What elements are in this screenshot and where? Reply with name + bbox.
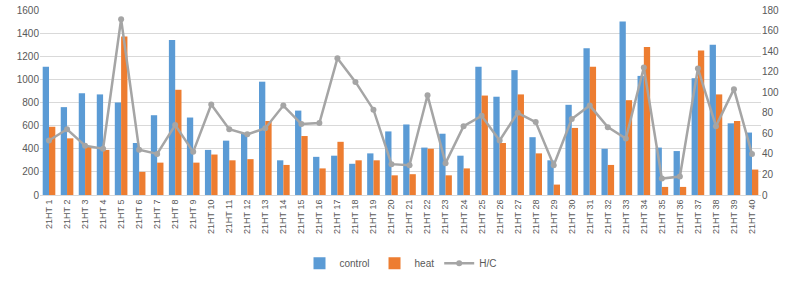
svg-text:21HT 12: 21HT 12 — [242, 200, 252, 234]
svg-text:21HT 14: 21HT 14 — [278, 200, 288, 234]
svg-text:21HT 5: 21HT 5 — [116, 200, 126, 229]
svg-text:60: 60 — [762, 128, 774, 139]
svg-text:heat: heat — [415, 258, 435, 269]
svg-text:21HT 15: 21HT 15 — [296, 200, 306, 234]
svg-text:1000: 1000 — [17, 74, 40, 85]
svg-text:21HT 40: 21HT 40 — [747, 200, 757, 234]
svg-text:21HT 8: 21HT 8 — [170, 200, 180, 229]
svg-text:21HT 19: 21HT 19 — [368, 200, 378, 234]
svg-text:21HT 17: 21HT 17 — [332, 200, 342, 234]
svg-text:21HT 11: 21HT 11 — [224, 200, 234, 234]
svg-text:180: 180 — [762, 5, 779, 16]
svg-text:21HT 28: 21HT 28 — [531, 200, 541, 234]
svg-text:21HT 36: 21HT 36 — [675, 200, 685, 234]
svg-text:200: 200 — [22, 166, 39, 177]
svg-text:21HT 38: 21HT 38 — [711, 200, 721, 234]
svg-text:160: 160 — [762, 25, 779, 36]
svg-text:120: 120 — [762, 66, 779, 77]
svg-text:21HT 26: 21HT 26 — [495, 200, 505, 234]
svg-text:21HT 30: 21HT 30 — [567, 200, 577, 234]
svg-text:0: 0 — [33, 190, 39, 201]
svg-text:100: 100 — [762, 87, 779, 98]
svg-text:21HT 31: 21HT 31 — [585, 200, 595, 234]
svg-text:140: 140 — [762, 46, 779, 57]
svg-text:21HT 13: 21HT 13 — [260, 200, 270, 234]
svg-text:21HT 3: 21HT 3 — [80, 200, 90, 229]
svg-text:21HT 35: 21HT 35 — [657, 200, 667, 234]
svg-text:20: 20 — [762, 169, 774, 180]
svg-text:21HT 7: 21HT 7 — [152, 200, 162, 229]
svg-text:21HT 25: 21HT 25 — [477, 200, 487, 234]
svg-text:1200: 1200 — [17, 51, 40, 62]
svg-text:21HT 34: 21HT 34 — [639, 200, 649, 234]
svg-text:H/C: H/C — [479, 258, 496, 269]
svg-text:21HT 2: 21HT 2 — [62, 200, 72, 229]
svg-text:400: 400 — [22, 143, 39, 154]
svg-text:21HT 20: 21HT 20 — [386, 200, 396, 234]
svg-text:21HT 9: 21HT 9 — [188, 200, 198, 229]
svg-text:21HT 24: 21HT 24 — [459, 200, 469, 234]
svg-text:21HT 37: 21HT 37 — [693, 200, 703, 234]
svg-text:21HT 22: 21HT 22 — [422, 200, 432, 234]
svg-text:21HT 16: 21HT 16 — [314, 200, 324, 234]
svg-text:21HT 23: 21HT 23 — [440, 200, 450, 234]
svg-text:21HT 10: 21HT 10 — [206, 200, 216, 234]
svg-text:800: 800 — [22, 97, 39, 108]
svg-text:21HT 18: 21HT 18 — [350, 200, 360, 234]
svg-text:80: 80 — [762, 107, 774, 118]
svg-text:21HT 29: 21HT 29 — [549, 200, 559, 234]
svg-text:21HT 6: 21HT 6 — [134, 200, 144, 229]
svg-text:600: 600 — [22, 120, 39, 131]
svg-text:control: control — [340, 258, 370, 269]
svg-text:21HT 1: 21HT 1 — [44, 200, 54, 229]
svg-text:21HT 27: 21HT 27 — [513, 200, 523, 234]
svg-text:21HT 33: 21HT 33 — [621, 200, 631, 234]
svg-text:0: 0 — [762, 190, 768, 201]
svg-text:40: 40 — [762, 148, 774, 159]
svg-text:21HT 32: 21HT 32 — [603, 200, 613, 234]
svg-text:21HT 39: 21HT 39 — [729, 200, 739, 234]
svg-text:1400: 1400 — [17, 28, 40, 39]
svg-text:21HT 21: 21HT 21 — [404, 200, 414, 234]
svg-text:1600: 1600 — [17, 5, 40, 16]
svg-text:21HT 4: 21HT 4 — [98, 200, 108, 229]
